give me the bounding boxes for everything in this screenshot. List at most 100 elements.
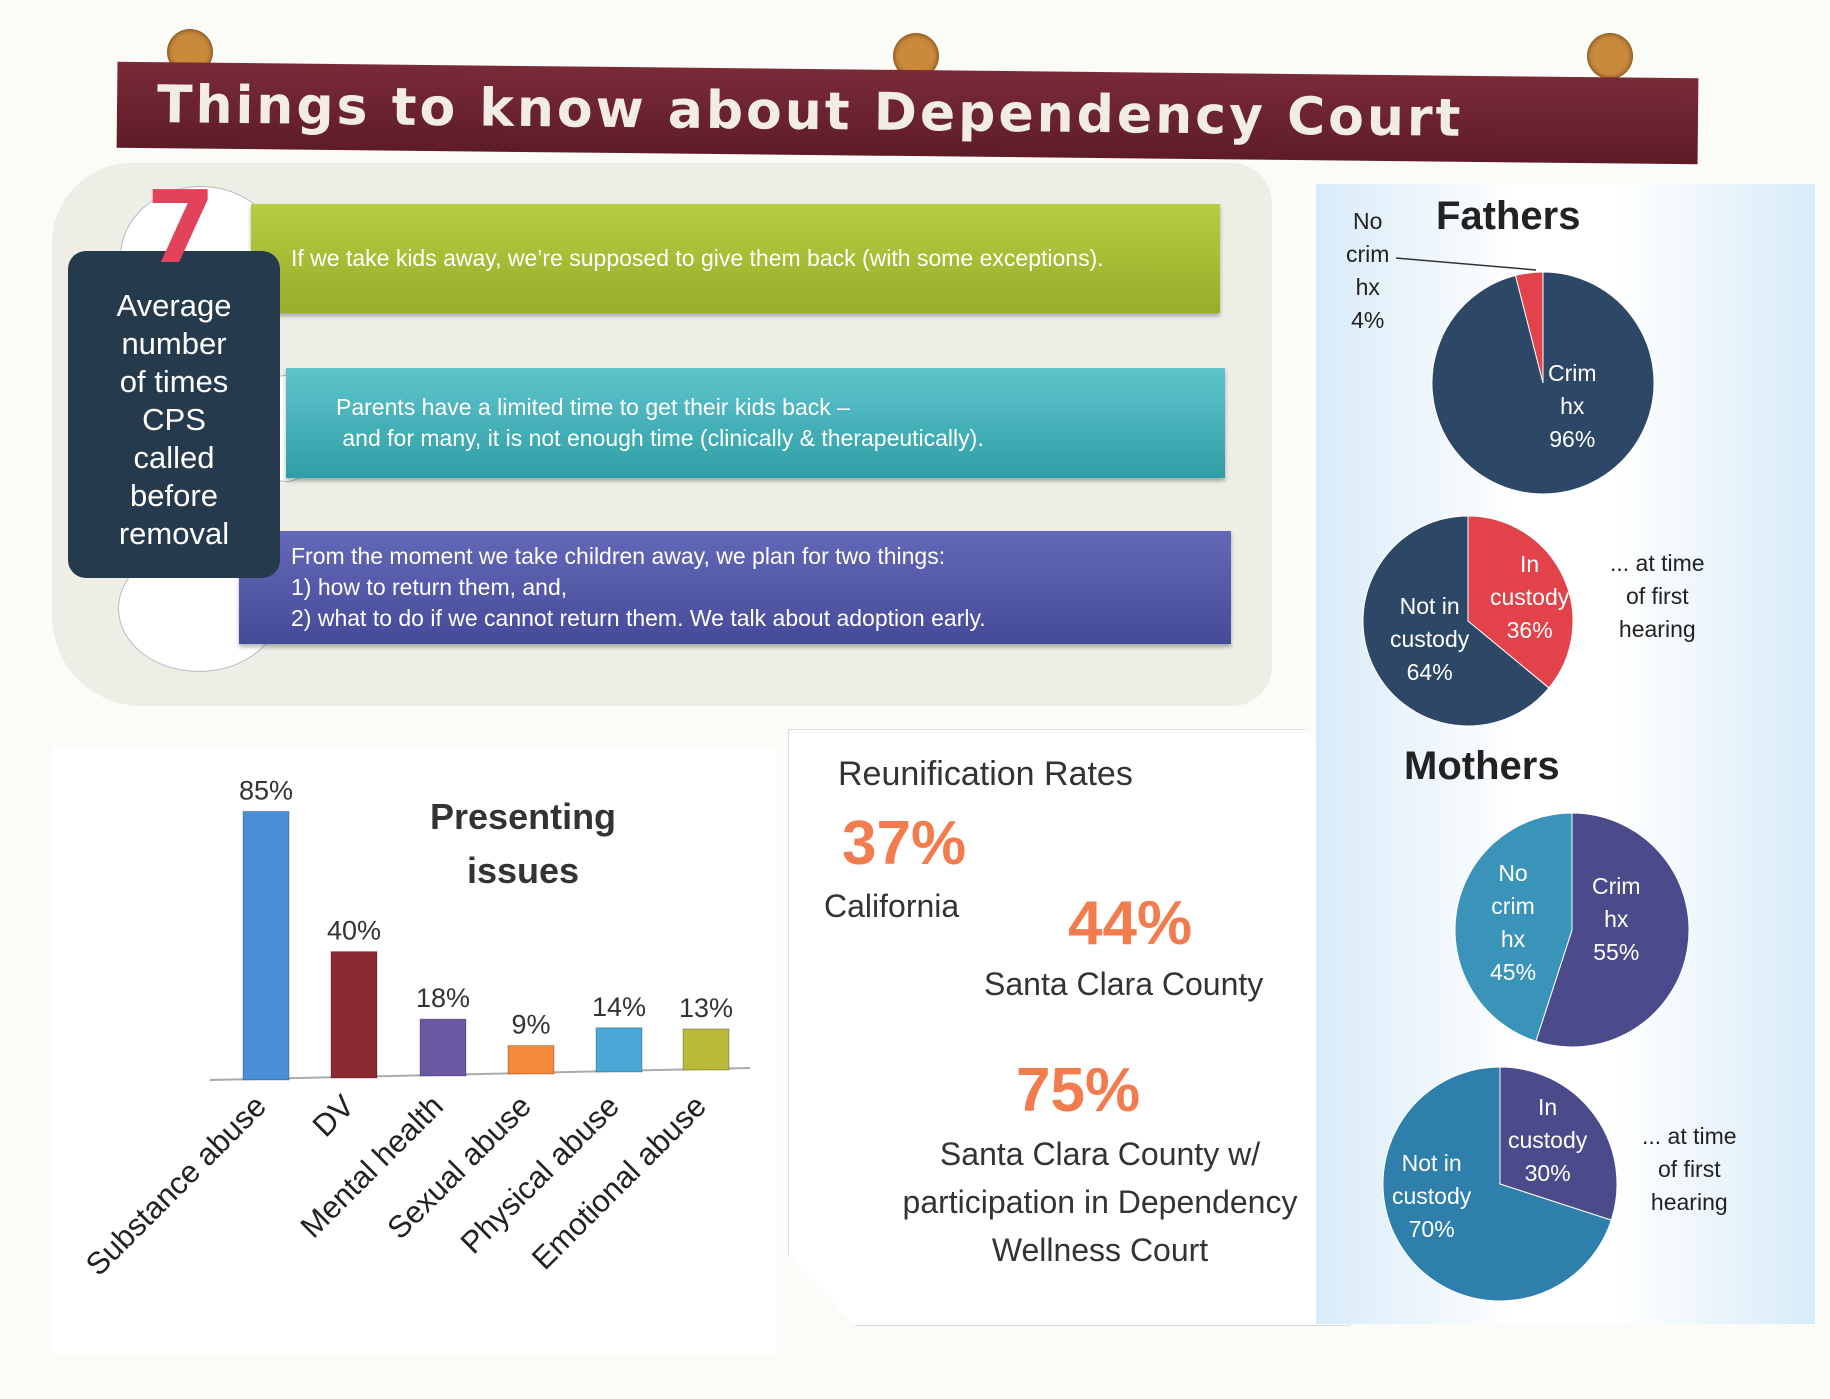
presenting-issues-chart: [52, 747, 776, 1354]
stat-label: called: [133, 440, 215, 475]
pie-label-not-in-custody-line: custody: [1392, 1183, 1472, 1209]
chart-title-line: issues: [466, 850, 580, 891]
pie-slice: [1467, 515, 1574, 689]
pie-label-no-crim-line: crim: [1491, 893, 1535, 919]
pie-label-no-crim: No crim hx 45%: [1490, 857, 1536, 989]
point-text: From the moment we take children away, w…: [291, 543, 946, 569]
pie-label-in-custody-line: custody: [1490, 584, 1570, 610]
fathers-title: Fathers: [1436, 194, 1581, 238]
pie-slice: [1535, 812, 1690, 1048]
bar-emotional-abuse: [682, 1028, 730, 1071]
pie-label-no-crim-line: 4%: [1351, 307, 1385, 333]
point-text: 2) what to do if we cannot return them. …: [291, 605, 986, 631]
pie-label-not-in-custody-line: Not in: [1401, 1150, 1462, 1176]
bar-mental-health: [419, 1018, 467, 1077]
category-tick-label: Substance abuse: [79, 1088, 273, 1282]
pie-note: ... at time of first hearing: [1642, 1120, 1737, 1219]
pie-label-not-in-custody: Not in custody 70%: [1392, 1147, 1471, 1246]
pie-label-crim-line: hx: [1604, 906, 1629, 932]
reunification-title: Reunification Rates: [838, 755, 1133, 793]
bar-value-label: 9%: [511, 1010, 550, 1040]
pie-label-in-custody-line: 30%: [1524, 1160, 1571, 1186]
pie-label-no-crim-line: hx: [1500, 926, 1526, 952]
pie-label-no-crim: No crim hx 4%: [1346, 205, 1389, 337]
category-tick-label: DV: [306, 1088, 361, 1143]
pie-label-not-in-custody-line: Not in: [1399, 593, 1460, 619]
pie-slice: [1499, 1066, 1618, 1221]
point-text: If we take kids away, we’re supposed to …: [291, 245, 1104, 271]
bar-value-label: 14%: [592, 992, 646, 1022]
pie-slice: [1362, 515, 1550, 727]
rate-wellness-court: 75%: [1016, 1056, 1141, 1125]
pie-label-crim-line: 55%: [1593, 939, 1640, 965]
pie-label-no-crim-line: No: [1498, 860, 1528, 886]
reunification-panel: [788, 729, 1350, 1326]
pie-label-in-custody: In custody 30%: [1508, 1091, 1587, 1190]
rate-label-line: Santa Clara County w/: [939, 1136, 1261, 1172]
rate-label-line: Wellness Court: [991, 1232, 1209, 1268]
stat-label: removal: [118, 516, 230, 551]
bar-value-label: 18%: [416, 983, 470, 1013]
stat-label: of times: [119, 364, 229, 399]
pie-label-not-in-custody-line: custody: [1390, 626, 1470, 652]
stat-label: CPS: [142, 402, 206, 437]
point-text: and for many, it is not enough time (cli…: [336, 425, 984, 451]
stat-box: Average number of times CPS called befor…: [68, 251, 280, 578]
pie-note-line: hearing: [1650, 1189, 1728, 1215]
stat-label: Average: [116, 288, 232, 323]
pie-label-crim-line: 96%: [1549, 426, 1596, 452]
pie-label-no-crim-line: hx: [1355, 274, 1380, 300]
pie-label-not-in-custody-line: 64%: [1406, 659, 1453, 685]
pie-label-in-custody-line: In: [1520, 551, 1540, 577]
point-text: Parents have a limited time to get their…: [336, 394, 850, 420]
pie-note-line: ... at time: [1610, 550, 1705, 576]
punch-hole: [1587, 33, 1633, 79]
bar-value-label: 85%: [239, 775, 293, 805]
rate-label: California: [824, 888, 960, 924]
point-bar-1: If we take kids away, we’re supposed to …: [251, 204, 1220, 313]
pie-label-in-custody-line: In: [1538, 1094, 1558, 1120]
stat-number: 7: [146, 169, 216, 286]
pie-note-line: ... at time: [1642, 1123, 1737, 1149]
mothers-title: Mothers: [1404, 744, 1560, 788]
rate-label: Santa Clara County w/ participation in D…: [870, 1130, 1330, 1274]
category-tick-label: Physical abuse: [454, 1088, 626, 1260]
pie-note-line: hearing: [1618, 616, 1696, 642]
bar-sexual-abuse: [507, 1045, 555, 1075]
x-axis: [209, 1067, 751, 1081]
pie-note: ... at time of first hearing: [1610, 547, 1705, 646]
pie-label-not-in-custody-line: 70%: [1408, 1216, 1455, 1242]
bar-substance-abuse: [242, 810, 290, 1081]
pie-slice: [1454, 812, 1573, 1042]
stat-label: number: [121, 326, 227, 361]
pie-label-in-custody-line: 36%: [1506, 617, 1553, 643]
bar-dv: [330, 951, 378, 1079]
point-bar-2: Parents have a limited time to get their…: [286, 368, 1225, 478]
stat-label: before: [130, 478, 218, 513]
pie-label-no-crim-line: 45%: [1490, 959, 1537, 985]
pie-label-crim: Crim hx 55%: [1592, 870, 1641, 969]
pie-note-line: of first: [1657, 1156, 1721, 1182]
pie-label-crim: Crim hx 96%: [1548, 357, 1597, 456]
pie-label-not-in-custody: Not in custody 64%: [1390, 590, 1469, 689]
pie-slice: [1382, 1066, 1612, 1302]
bar-physical-abuse: [595, 1027, 643, 1073]
bar-value-label: 40%: [327, 916, 381, 946]
pie-label-no-crim-line: crim: [1346, 241, 1390, 267]
rate-label: Santa Clara County: [984, 966, 1264, 1002]
chart-title-line: Presenting: [430, 796, 617, 837]
pie-slice: [1431, 271, 1655, 495]
chart-title: Presenting issues: [430, 790, 616, 898]
pie-label-crim-line: Crim: [1592, 873, 1641, 899]
pie-note-line: of first: [1625, 583, 1689, 609]
leader-line: [1395, 257, 1537, 271]
pie-label-crim-line: hx: [1560, 393, 1585, 419]
pie-label-in-custody-line: custody: [1508, 1127, 1588, 1153]
point-bar-3: From the moment we take children away, w…: [239, 531, 1231, 644]
pie-label-crim-line: Crim: [1548, 360, 1597, 386]
rate-santa-clara: 44%: [1068, 889, 1193, 958]
bar-value-label: 13%: [679, 993, 733, 1023]
pie-label-no-crim-line: No: [1353, 208, 1383, 234]
rate-california: 37%: [842, 809, 967, 878]
